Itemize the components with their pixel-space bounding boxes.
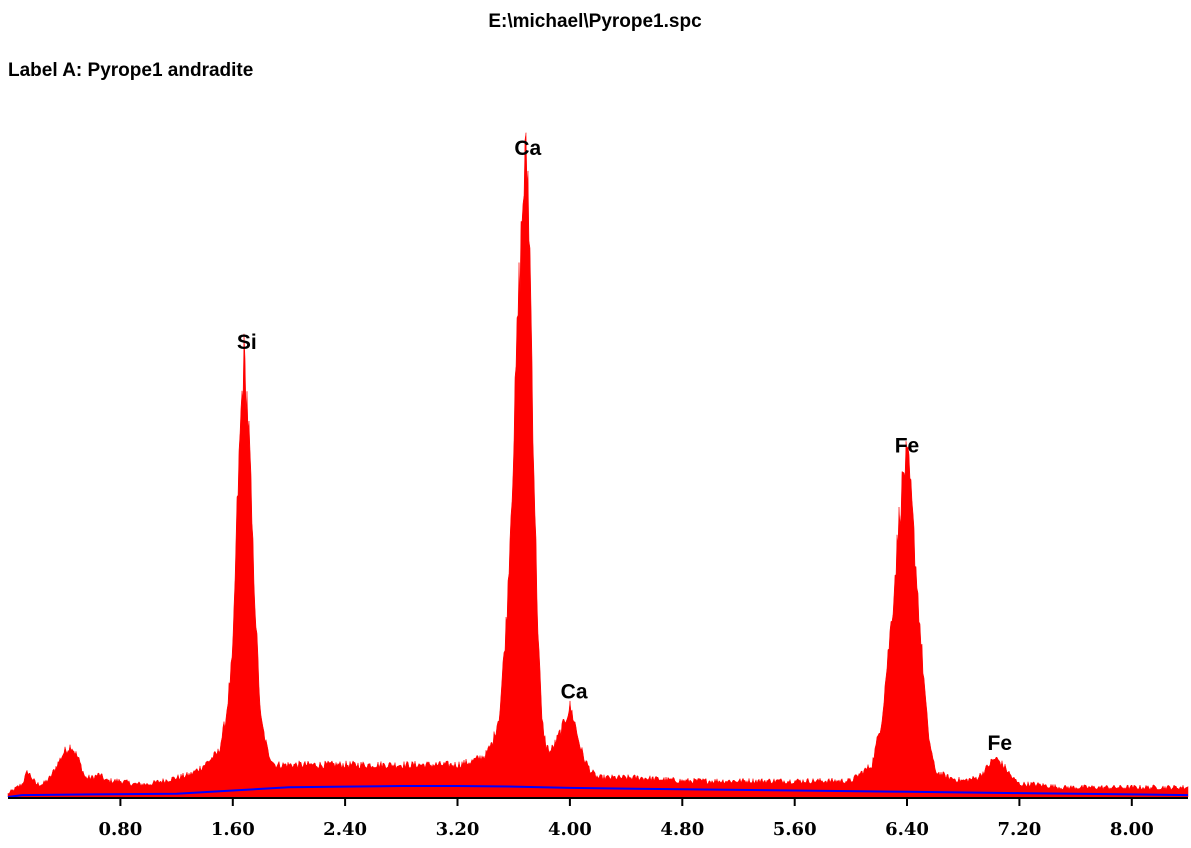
peak-label: Ca <box>561 680 588 703</box>
chart-title: E:\michael\Pyrope1.spc <box>488 11 702 32</box>
peak-label: Ca <box>514 137 541 160</box>
spectrum-series <box>7 132 1189 798</box>
x-tick-label: 4.80 <box>660 819 704 840</box>
x-tick-label: 5.60 <box>773 819 817 840</box>
peak-label: Fe <box>895 435 920 458</box>
peak-label: Si <box>237 331 257 354</box>
x-tick-label: 0.80 <box>98 819 142 840</box>
x-tick-label: 8.00 <box>1110 819 1154 840</box>
peak-label: Fe <box>988 732 1013 755</box>
x-tick-label: 7.20 <box>997 819 1041 840</box>
x-tick-label: 1.60 <box>211 819 255 840</box>
background-fit-line <box>7 785 1189 798</box>
chart-subtitle: Label A: Pyrope1 andradite <box>8 60 253 81</box>
x-tick-label: 3.20 <box>436 819 480 840</box>
plot-area: 0.80 1.60 2.40 3.20 4.00 4.80 5.60 6.40 7.20 8.00… <box>7 132 1189 840</box>
x-tick-label: 4.00 <box>548 819 592 840</box>
x-tick-label: 6.40 <box>885 819 929 840</box>
x-tick-label: 2.40 <box>323 819 367 840</box>
